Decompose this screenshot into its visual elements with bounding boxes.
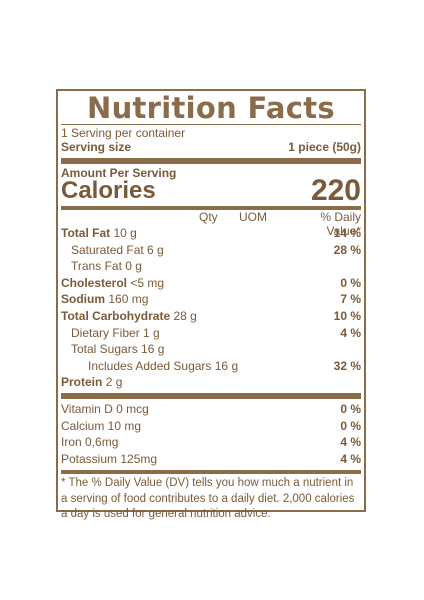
- vitamin-row: Iron 0,6mg 4 %: [61, 434, 361, 451]
- nutrient-amount: 2 g: [105, 375, 123, 390]
- nutrition-facts-label: Nutrition Facts 1 Serving per container …: [56, 89, 366, 520]
- nutrient-amount: <5 mg: [130, 275, 165, 290]
- nutrient-amount: 28 g: [173, 308, 197, 323]
- thick-divider: [61, 392, 361, 399]
- nutrient-dv: 7 %: [340, 292, 361, 307]
- nutrient-row: Total Fat 10 g 14 %: [61, 225, 361, 242]
- nutrient-name: Total Fat: [61, 226, 111, 240]
- nutrient-row: Saturated Fat 6 g 28 %: [61, 242, 361, 259]
- nutrient-dv: 32 %: [333, 358, 361, 373]
- nutrient-name: Trans Fat 0 g: [71, 259, 142, 274]
- nutrient-row: Cholesterol <5 mg 0 %: [61, 275, 361, 292]
- nutrient-name: Total Carbohydrate: [61, 308, 171, 323]
- calories-value: 220: [310, 174, 361, 207]
- column-uom: UOM: [239, 210, 267, 224]
- nutrient-dv: 28 %: [333, 242, 361, 257]
- column-daily-value: % Daily Value*: [320, 210, 361, 238]
- nutrient-name: Dietary Fiber 1 g: [71, 325, 160, 340]
- nutrient-dv: 14 %: [333, 226, 361, 240]
- nutrient-name: Total Sugars 16 g: [71, 342, 165, 357]
- footnote: * The % Daily Value (DV) tells you how m…: [61, 477, 355, 520]
- nutrient-row: Total Carbohydrate 28 g 10 %: [61, 308, 361, 325]
- nutrient-dv: 4 %: [340, 325, 361, 340]
- vitamin-row: Vitamin D 0 mcg 0 %: [61, 401, 361, 418]
- nutrient-row: Trans Fat 0 g: [61, 258, 361, 275]
- thick-divider: [61, 158, 361, 164]
- nutrient-name: Protein: [61, 375, 103, 390]
- column-qty: Qty: [199, 210, 218, 224]
- nutrient-name: Includes Added Sugars 16 g: [88, 358, 239, 373]
- nutrient-row: Includes Added Sugars 16 g 32 %: [61, 358, 361, 375]
- vitamin-row: Calcium 10 mg 0 %: [61, 418, 361, 435]
- nutrient-row: Protein 2 g: [61, 374, 361, 391]
- nutrient-name: Cholesterol: [61, 275, 128, 290]
- nutrient-dv: 0 %: [340, 275, 361, 290]
- nutrient-row: Sodium 160 mg 7 %: [61, 291, 361, 308]
- nutrient-amount: 10 g: [113, 226, 137, 240]
- medium-divider: [61, 206, 361, 210]
- vitamin-dv: 4 %: [340, 451, 361, 466]
- amount-per-serving: Amount Per Serving: [61, 166, 177, 180]
- vitamin-dv: 0 %: [340, 401, 361, 416]
- nutrient-name: Saturated Fat 6 g: [71, 242, 164, 257]
- calories-row: Calories 220: [61, 174, 361, 207]
- serving-size-value: 1 piece (50g): [288, 140, 361, 154]
- nutrient-row: Dietary Fiber 1 g 4 %: [61, 325, 361, 342]
- serving-size-label: Serving size: [61, 140, 132, 154]
- vitamin-name: Calcium 10 mg: [61, 418, 142, 433]
- servings-per-container: 1 Serving per container: [61, 126, 186, 140]
- vitamin-dv: 0 %: [340, 418, 361, 433]
- calories-label: Calories: [61, 177, 156, 204]
- vitamin-name: Potassium 125mg: [61, 451, 158, 466]
- vitamin-name: Vitamin D 0 mcg: [61, 401, 149, 416]
- vitamin-dv: 4 %: [340, 435, 361, 450]
- medium-divider: [61, 470, 361, 475]
- serving-size-row: Serving size 1 piece (50g): [61, 140, 361, 154]
- nutrient-row: Total Sugars 16 g: [61, 341, 361, 358]
- column-headers: Qty UOM % Daily Value*: [61, 210, 361, 238]
- nutrient-name: Sodium: [61, 292, 105, 307]
- vitamin-row: Potassium 125mg 4 %: [61, 451, 361, 468]
- divider: [61, 124, 361, 125]
- label-title: Nutrition Facts: [87, 91, 335, 125]
- nutrient-dv: 10 %: [333, 308, 361, 323]
- nutrient-amount: 160 mg: [108, 292, 149, 307]
- vitamin-name: Iron 0,6mg: [61, 435, 119, 450]
